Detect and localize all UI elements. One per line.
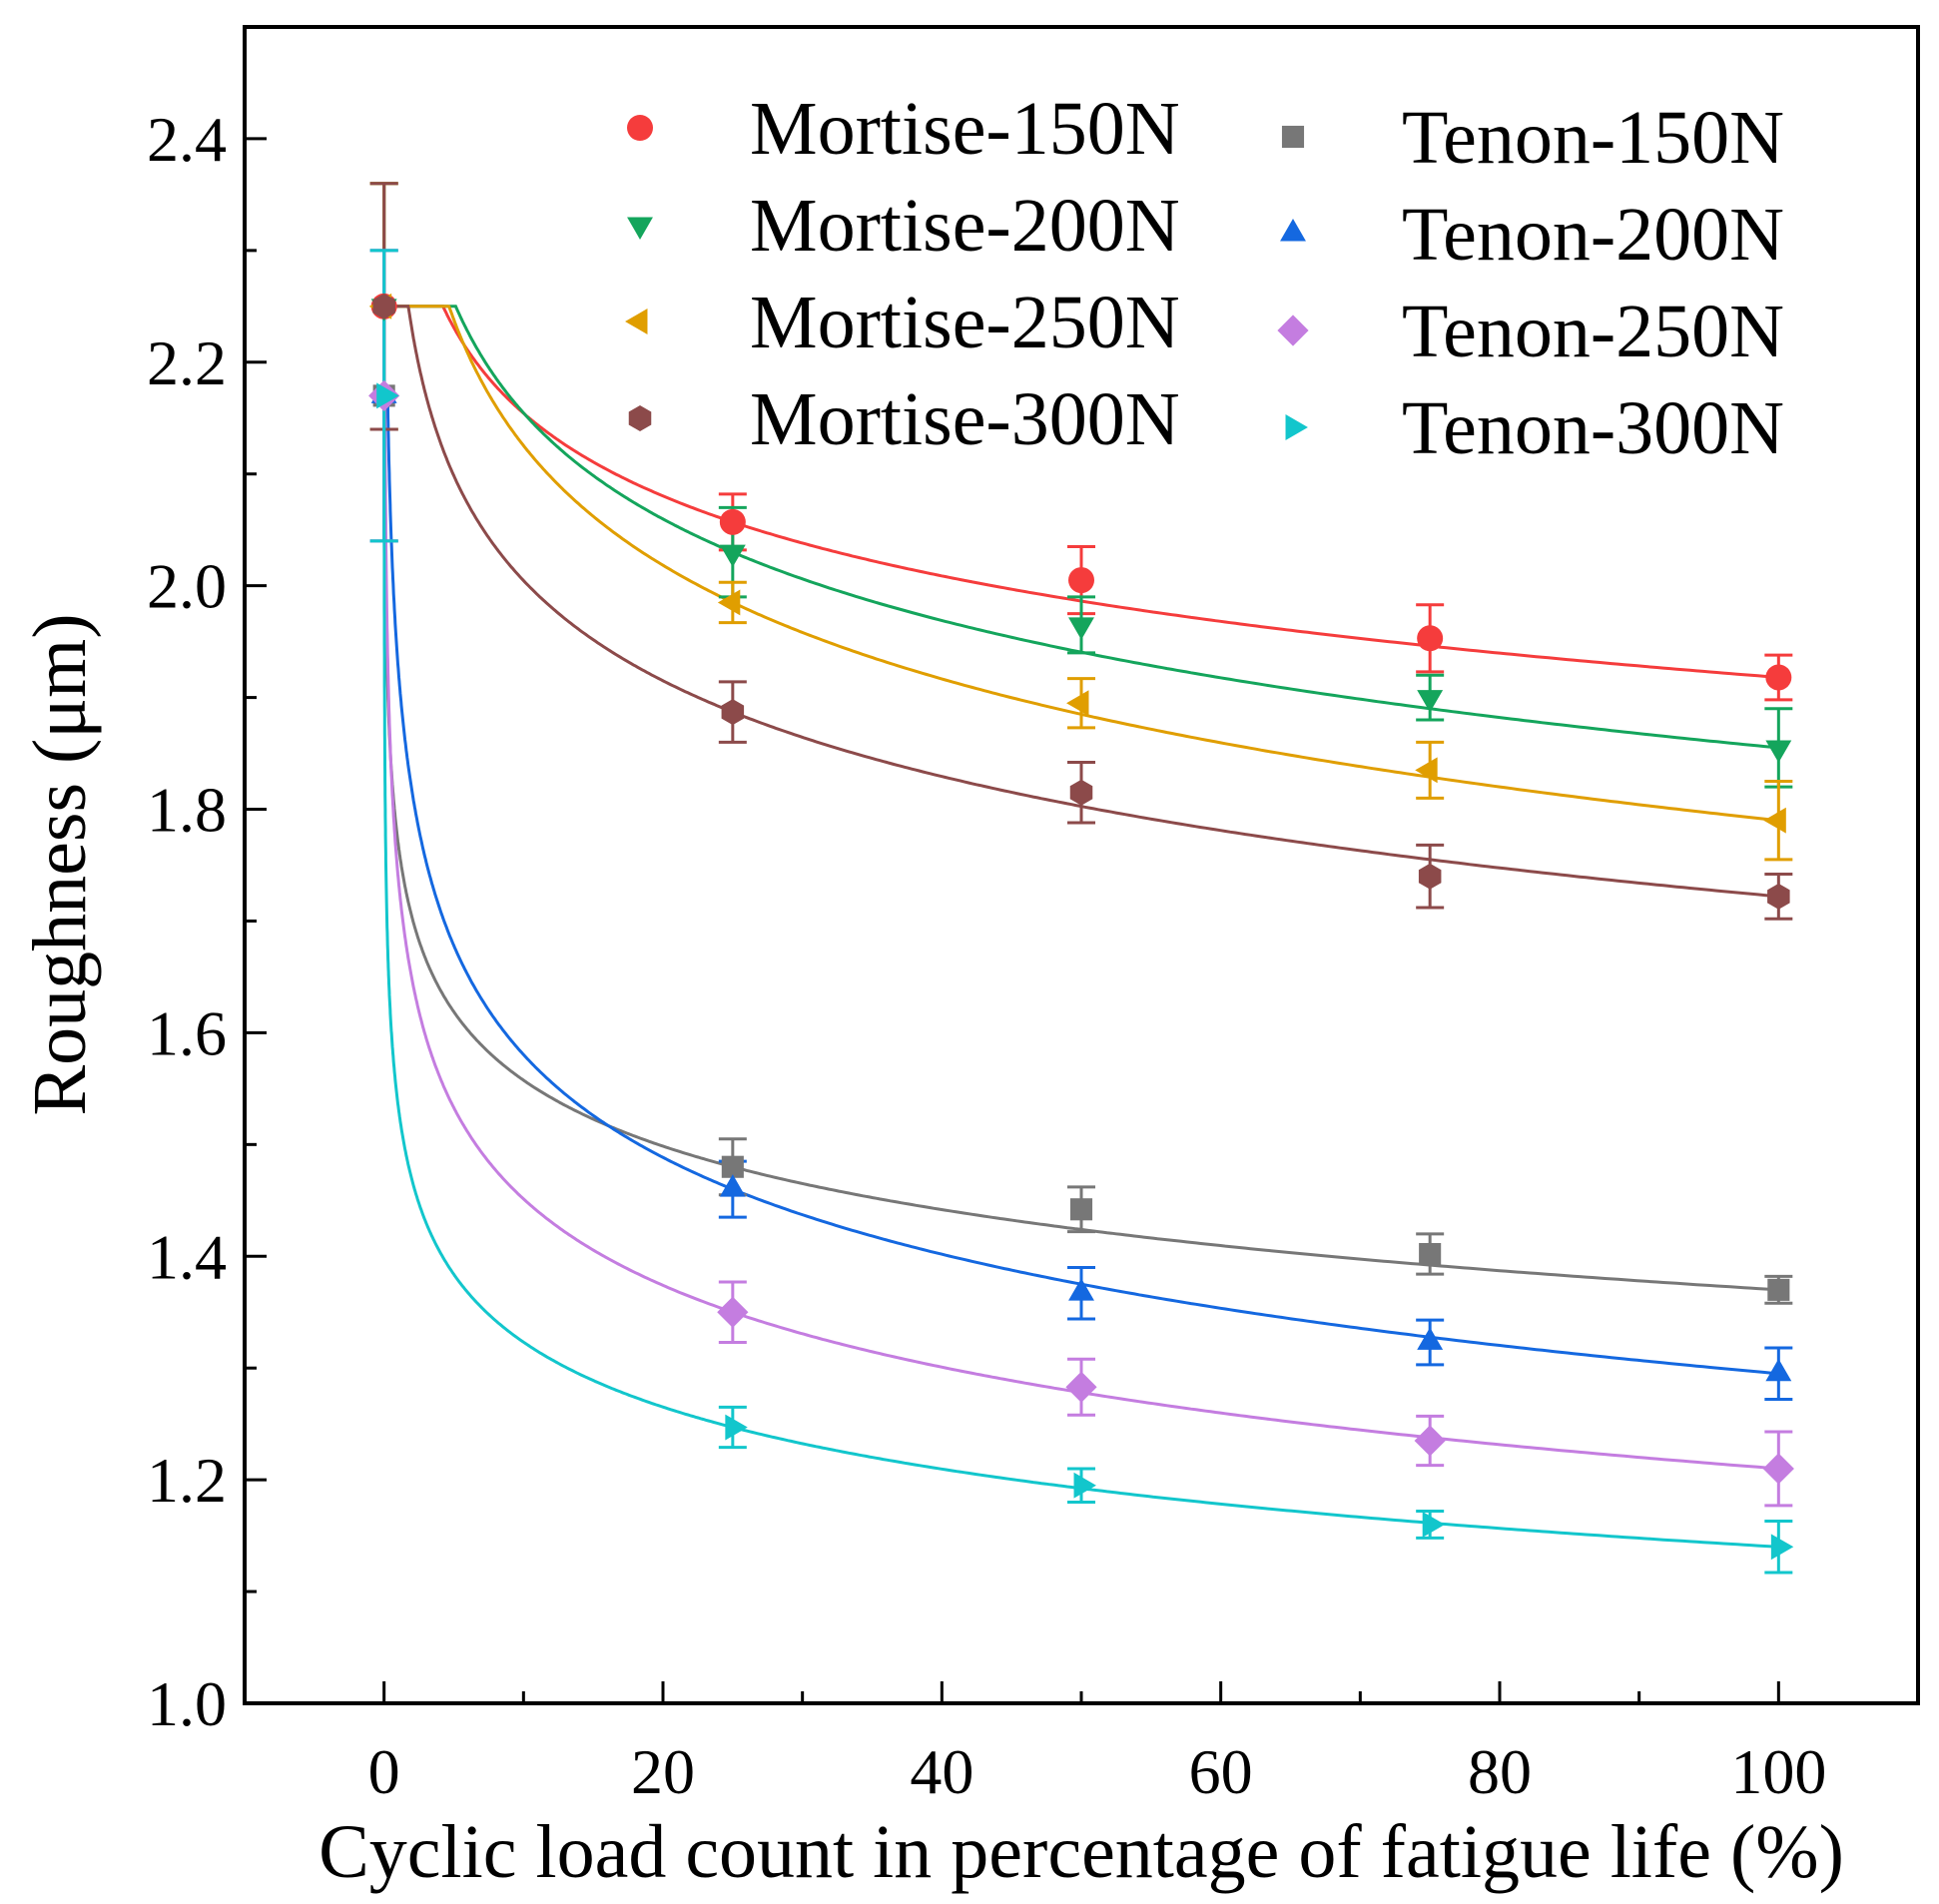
data-point [721,699,745,726]
y-tick-label: 1.0 [147,1668,227,1739]
data-point [376,382,399,409]
y-tick-label: 1.8 [147,775,227,846]
data-point [1069,779,1093,806]
data-point [1414,1425,1446,1457]
data-point [1066,690,1089,717]
data-point [1069,1198,1093,1221]
y-axis-title: Roughness (μm) [18,613,102,1115]
data-point [1417,690,1444,713]
data-point [1415,757,1438,784]
legend-label: Mortise-250N [750,281,1180,364]
data-point [372,293,395,319]
y-tick-label: 1.6 [147,997,227,1068]
x-tick-label: 100 [1730,1736,1826,1807]
data-point [721,1155,744,1178]
data-point [1765,740,1792,763]
legend-label: Mortise-150N [750,87,1180,171]
legend-label: Tenon-250N [1402,290,1784,373]
data-point [1073,1472,1096,1499]
fit-curve [383,393,1779,1376]
y-tick-label: 1.4 [147,1221,227,1292]
data-point [725,1414,748,1441]
data-point [1418,863,1442,890]
legend-marker [1280,219,1306,242]
data-point [1770,1534,1794,1561]
x-tick-label: 40 [910,1736,973,1807]
data-point [1068,617,1094,640]
legend-marker [628,405,652,431]
fit-curve [382,395,1779,1549]
data-point [719,544,746,568]
x-tick-label: 80 [1468,1736,1532,1807]
x-axis-title: Cyclic load count in percentage of fatig… [319,1810,1844,1894]
data-point [1068,1278,1094,1301]
legend-marker [1285,414,1308,440]
data-point [717,1296,749,1328]
legend-marker [627,115,653,141]
y-tick-label: 2.0 [147,551,227,622]
fit-curve [383,393,1779,1471]
fit-curve [383,305,1779,899]
legend-label: Mortise-200N [750,184,1180,268]
data-point [1065,1371,1097,1403]
data-point [1068,567,1094,594]
data-point [1422,1511,1446,1538]
x-tick-label: 20 [631,1736,695,1807]
data-point [1767,883,1790,910]
data-point [1765,1358,1792,1382]
x-tick-label: 60 [1189,1736,1253,1807]
y-tick-label: 2.4 [147,104,227,175]
legend-marker [1281,125,1305,149]
data-point [1765,664,1792,691]
data-point [719,1174,746,1197]
fit-curve [382,393,1779,1292]
data-point [1417,625,1444,652]
x-tick-label: 0 [368,1736,400,1807]
y-tick-label: 2.2 [147,327,227,398]
data-point [1762,1453,1794,1485]
legend-label: Tenon-150N [1402,96,1784,180]
data-point [1419,1242,1442,1266]
data-point [1767,1278,1790,1301]
plot-frame [243,25,1920,1705]
data-point [717,589,741,616]
data-point [1417,1327,1444,1350]
legend-label: Tenon-300N [1402,386,1784,470]
y-tick-label: 1.2 [147,1445,227,1516]
legend-marker [627,217,653,240]
legend-label: Mortise-300N [750,377,1180,461]
data-point [719,508,746,535]
legend-marker [1277,315,1309,346]
legend-label: Tenon-200N [1402,193,1784,277]
data-point [1763,807,1786,834]
legend-marker [625,309,648,334]
